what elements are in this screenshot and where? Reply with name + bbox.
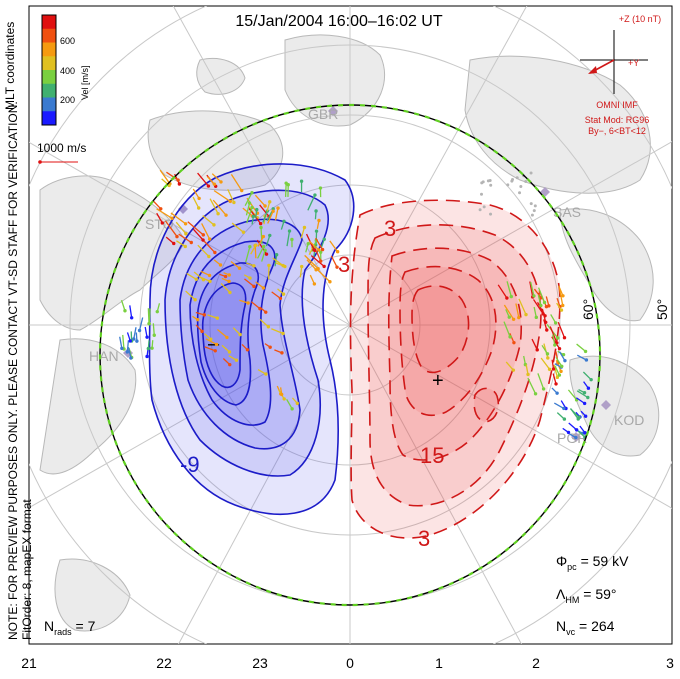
scale-vector-label: 1000 m/s xyxy=(37,141,86,155)
contour-label: 3 xyxy=(418,526,430,551)
page-title: 15/Jan/2004 16:00–16:02 UT xyxy=(235,13,443,30)
vector-dot xyxy=(530,202,533,205)
vector-dot xyxy=(506,183,509,186)
vector-dot xyxy=(531,214,534,217)
colorbar-segment xyxy=(42,15,56,29)
vector-dot xyxy=(534,204,537,207)
vector-dot xyxy=(511,178,514,181)
colorbar-segment xyxy=(42,56,56,70)
vector-dot xyxy=(479,208,482,211)
vector-dot xyxy=(518,191,521,194)
vector-dot xyxy=(489,184,492,187)
latitude-label: 50° xyxy=(654,299,670,320)
colorbar-segment xyxy=(42,84,56,98)
station-label: HAN xyxy=(89,348,119,364)
colorbar-tick: 600 xyxy=(60,36,75,46)
vector-dot xyxy=(519,185,522,188)
colorbar-segment xyxy=(42,70,56,84)
scale-vector-dot xyxy=(38,160,42,164)
vector-dot xyxy=(524,180,527,183)
stat-model: Stat Mod: RG96 xyxy=(585,115,650,125)
mlt-tick-label: 23 xyxy=(252,655,268,671)
vector-dot xyxy=(480,181,483,184)
vector-dot xyxy=(489,179,492,182)
colorbar-segment xyxy=(42,43,56,57)
mlt-tick-label: 0 xyxy=(346,655,354,671)
contour-label: -9 xyxy=(180,452,200,477)
velocity-colorbar xyxy=(42,15,56,126)
latitude-label: 60° xyxy=(580,299,596,320)
mlt-tick-label: 1 xyxy=(435,655,443,671)
vector-dot xyxy=(516,176,519,179)
fit-order-label: FitOrder: 8, mapEX format xyxy=(20,499,34,640)
preview-note: NOTE: FOR PREVIEW PURPOSES ONLY. PLEASE … xyxy=(6,101,20,640)
colorbar-label: Vel [m/s] xyxy=(80,65,90,100)
vector-dot xyxy=(483,205,486,208)
vector-dot xyxy=(489,213,492,216)
colorbar-tick: 400 xyxy=(60,66,75,76)
contour-label: 3 xyxy=(338,252,350,277)
vector-dot xyxy=(530,172,533,175)
vector-dot xyxy=(533,209,536,212)
imf-scale-label: +Z (10 nT) xyxy=(619,14,661,24)
coordinate-label: MLT coordinates xyxy=(3,22,17,110)
colorbar-segment xyxy=(42,111,56,125)
colorbar-segment xyxy=(42,98,56,112)
mlt-tick-label: 2 xyxy=(532,655,540,671)
station-label: KOD xyxy=(614,412,644,428)
colorbar-segment xyxy=(42,29,56,43)
vector-dot xyxy=(480,193,483,196)
imf-condition: By−, 6<BT<12 xyxy=(588,126,646,136)
imf-y-label: +Y xyxy=(628,58,639,68)
imf-source: OMNI IMF xyxy=(596,100,638,110)
mlt-tick-label: 3 xyxy=(666,655,674,671)
mlt-tick-label: 21 xyxy=(21,655,37,671)
station-label: SAS xyxy=(553,204,581,220)
potential-max-marker: + xyxy=(432,370,444,392)
contour-label: 15 xyxy=(420,443,444,468)
mlt-tick-label: 22 xyxy=(156,655,172,671)
contour-label: 3 xyxy=(384,216,396,241)
colorbar-tick: 200 xyxy=(60,95,75,105)
mlt-axis: 21 22 23 0 1 2 3 xyxy=(21,655,674,671)
